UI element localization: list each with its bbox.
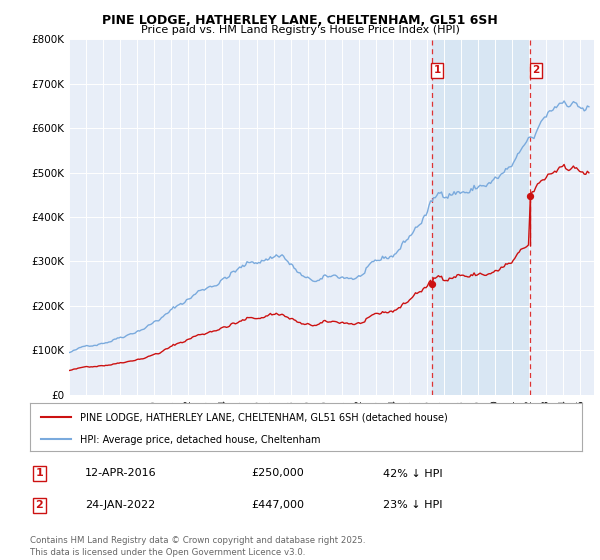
Bar <box>432 39 530 395</box>
Text: Price paid vs. HM Land Registry's House Price Index (HPI): Price paid vs. HM Land Registry's House … <box>140 25 460 35</box>
Text: 2: 2 <box>532 66 539 75</box>
Text: 2: 2 <box>35 500 43 510</box>
Text: PINE LODGE, HATHERLEY LANE, CHELTENHAM, GL51 6SH: PINE LODGE, HATHERLEY LANE, CHELTENHAM, … <box>102 14 498 27</box>
Text: HPI: Average price, detached house, Cheltenham: HPI: Average price, detached house, Chel… <box>80 435 320 445</box>
Text: 1: 1 <box>35 469 43 478</box>
Point <box>526 192 535 200</box>
Text: 1: 1 <box>433 66 440 75</box>
Text: 12-APR-2016: 12-APR-2016 <box>85 469 157 478</box>
Text: 24-JAN-2022: 24-JAN-2022 <box>85 500 155 510</box>
Point <box>427 279 437 288</box>
Text: 23% ↓ HPI: 23% ↓ HPI <box>383 500 443 510</box>
Text: PINE LODGE, HATHERLEY LANE, CHELTENHAM, GL51 6SH (detached house): PINE LODGE, HATHERLEY LANE, CHELTENHAM, … <box>80 413 448 422</box>
Text: £447,000: £447,000 <box>251 500 304 510</box>
Text: Contains HM Land Registry data © Crown copyright and database right 2025.
This d: Contains HM Land Registry data © Crown c… <box>30 536 365 557</box>
Text: £250,000: £250,000 <box>251 469 304 478</box>
Text: 42% ↓ HPI: 42% ↓ HPI <box>383 469 443 478</box>
